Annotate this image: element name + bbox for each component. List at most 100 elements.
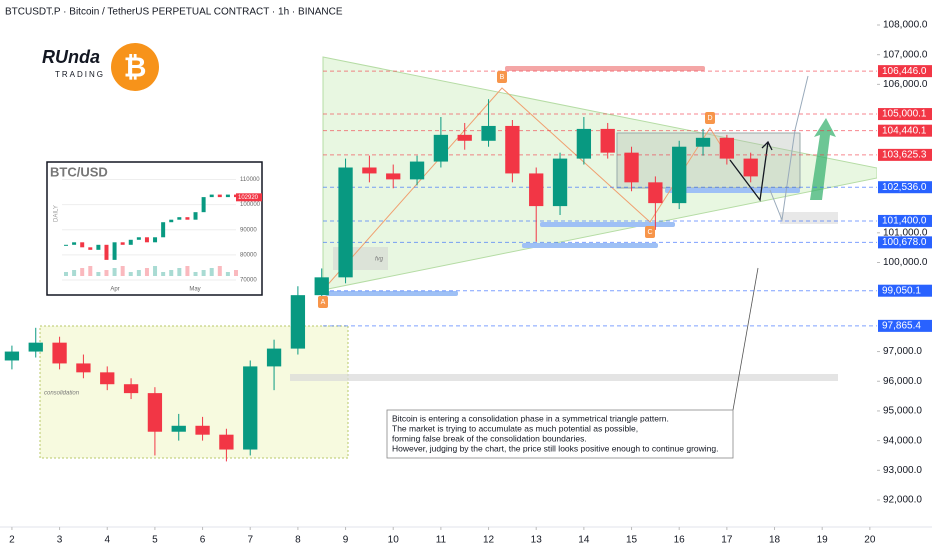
point-label: B <box>500 74 505 81</box>
inset-candle <box>120 242 125 245</box>
level-tag <box>878 284 932 297</box>
candle-body <box>266 348 282 367</box>
inset-volume <box>88 266 93 276</box>
x-tick-label: 17 <box>721 535 733 546</box>
level-label: 102,536.0 <box>882 182 927 193</box>
inset-volume <box>234 270 238 276</box>
candle-body <box>529 173 544 207</box>
brand-tag: TRADING <box>55 70 105 79</box>
point-tag <box>318 296 328 308</box>
inset-candle <box>217 194 222 198</box>
inset-candle <box>72 242 77 245</box>
level-tag <box>878 236 932 249</box>
x-tick-label: 15 <box>626 535 638 546</box>
inset-volume <box>136 270 141 276</box>
inset-volume <box>96 272 101 276</box>
inset-volume <box>120 266 125 276</box>
inset-volume <box>144 268 149 276</box>
arrowhead <box>761 140 773 151</box>
level-label: 99,050.1 <box>882 285 921 296</box>
x-tick-label: 12 <box>483 535 495 546</box>
inset-period: DAILY <box>54 205 60 222</box>
candle-body <box>147 393 163 432</box>
inset-volume <box>201 270 206 276</box>
candle-body <box>219 434 234 450</box>
y-tick-label: 107,000.0 <box>883 49 928 60</box>
inset-volume <box>128 272 133 276</box>
inset-tick-label: 80000 <box>240 252 257 258</box>
candle-body <box>672 146 687 204</box>
y-tick-label: 100,000.0 <box>883 257 928 268</box>
candle-body <box>719 137 735 159</box>
note-box: Bitcoin is entering a consolidation phas… <box>386 409 734 459</box>
point-tag <box>705 112 715 124</box>
inset-candle <box>177 217 182 220</box>
inset-candle <box>136 237 141 240</box>
note-line: Bitcoin is entering a consolidation phas… <box>392 413 669 423</box>
inset-last-tag <box>236 193 262 202</box>
candle-body <box>314 277 329 296</box>
price-axis-bg <box>877 0 932 527</box>
chart-title: BTCUSDT.P · Bitcoin / TetherUS PERPETUAL… <box>5 7 343 18</box>
inset-frame <box>46 161 263 296</box>
inset-tick-label: 70000 <box>240 278 257 284</box>
candle-body <box>100 372 115 385</box>
zone-bar <box>505 66 705 71</box>
candle-body <box>76 363 91 373</box>
brand-name: RUnda <box>42 47 100 67</box>
candle-body <box>648 182 663 204</box>
inset-volume <box>193 272 198 276</box>
x-tick-label: 14 <box>578 535 590 546</box>
inset-candle <box>112 242 117 260</box>
candle-body <box>505 125 520 174</box>
candle-body <box>600 128 615 153</box>
level-label: 97,865.4 <box>882 321 921 332</box>
candle-body <box>171 425 186 432</box>
candle-body <box>695 137 711 147</box>
level-label: 100,678.0 <box>882 237 927 248</box>
candle-body <box>243 366 258 450</box>
x-tick-label: 3 <box>57 535 63 546</box>
candle-body <box>409 161 425 180</box>
candle-body <box>433 134 449 162</box>
bitcoin-symbol: ₿ <box>124 51 147 82</box>
x-tick-label: 20 <box>864 535 876 546</box>
inset-title: BTC/USD <box>50 164 108 179</box>
note-frame <box>386 409 734 459</box>
note-line: forming false break of the consolidation… <box>392 433 587 443</box>
point-tag <box>497 71 507 83</box>
y-tick-label: 95,000.0 <box>883 406 922 417</box>
inset-candle <box>209 194 214 198</box>
level-tag <box>878 65 932 78</box>
x-tick-label: 16 <box>674 535 686 546</box>
candle-body <box>28 342 43 352</box>
candle-body <box>290 295 306 349</box>
inset-tick-label: 110000 <box>240 177 260 183</box>
candle-body <box>743 158 758 177</box>
zone-bar <box>780 212 838 224</box>
zone-bar <box>325 291 458 296</box>
inset-candle <box>128 239 133 245</box>
point-label: D <box>707 115 712 122</box>
level-label: 104,440.1 <box>882 125 927 136</box>
bullish-arrow <box>810 118 836 200</box>
candle-body <box>624 152 639 183</box>
zone-bar <box>522 243 658 248</box>
inset-chart: BTC/USD DAILY Apr May 70000 80000 90000 100… <box>46 161 263 296</box>
level-label: 106,446.0 <box>882 66 927 77</box>
inset-volume <box>177 268 182 276</box>
inset-candle <box>96 244 101 250</box>
zone-bar <box>665 188 800 193</box>
point-label: C <box>647 229 652 236</box>
candle-body <box>195 425 210 435</box>
inset-candle <box>88 247 93 250</box>
inset-volume <box>217 266 222 276</box>
y-tick-label: 101,000.0 <box>883 227 928 238</box>
level-label: 103,625.3 <box>882 150 927 161</box>
candle-body <box>52 342 67 364</box>
bitcoin-logo <box>111 43 159 91</box>
x-tick-label: 5 <box>152 535 158 546</box>
point-tag <box>645 226 655 238</box>
candle-body <box>4 351 20 361</box>
candle-body <box>552 158 568 207</box>
